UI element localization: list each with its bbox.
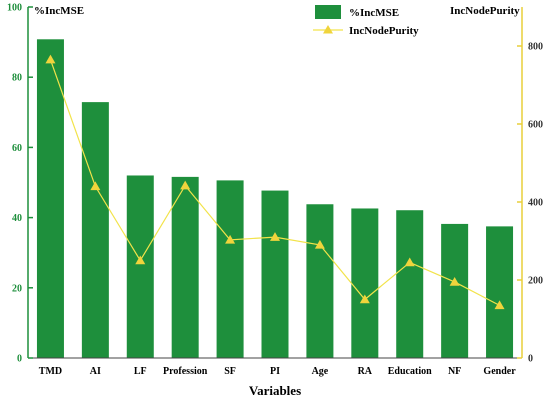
point-gender — [494, 300, 505, 310]
bar-ra — [351, 208, 379, 358]
point-lf — [135, 255, 146, 265]
bar-age — [306, 204, 334, 358]
x-axis-title: Variables — [249, 383, 301, 398]
category-label: RA — [358, 366, 373, 377]
category-label: NF — [448, 366, 461, 377]
point-ra — [359, 294, 370, 304]
category-label: LF — [134, 366, 147, 377]
bar-nf — [441, 223, 469, 358]
bar-profession — [171, 176, 199, 358]
bar-sf — [216, 180, 244, 358]
left-tick-label: 0 — [17, 354, 22, 365]
category-label: SF — [224, 366, 236, 377]
legend: %IncMSE IncNodePurity — [313, 5, 419, 37]
point-pi — [270, 232, 280, 241]
left-axis-title: %IncMSE — [34, 5, 84, 17]
point-age — [314, 239, 325, 249]
axes-layer — [27, 6, 523, 359]
point-tmd — [45, 54, 56, 64]
left-tick-label: 80 — [12, 73, 22, 84]
left-tick-label: 60 — [12, 143, 22, 154]
bar-tmd — [36, 39, 64, 359]
point-nf — [449, 276, 460, 286]
category-label: Education — [388, 366, 432, 377]
right-tick-label: 400 — [528, 198, 543, 209]
point-profession — [180, 180, 191, 190]
bars-layer — [36, 39, 514, 359]
right-tick-label: 800 — [528, 42, 543, 53]
category-label: AI — [90, 366, 101, 377]
bar-pi — [261, 190, 289, 358]
category-label: TMD — [39, 366, 62, 377]
category-label: Gender — [483, 366, 516, 377]
bar-gender — [486, 226, 514, 358]
left-tick-label: 40 — [12, 213, 22, 224]
left-tick-label: 100 — [7, 3, 22, 14]
right-tick-label: 600 — [528, 120, 543, 131]
category-label: Age — [312, 366, 329, 377]
point-ai — [90, 181, 101, 191]
category-label: Profession — [163, 366, 208, 377]
legend-bar-swatch — [315, 5, 341, 19]
labels-layer: 0 20 40 60 80 100 0 200 400 600 800 TMD AI LF Professi… — [7, 3, 543, 399]
legend-triangle-marker — [323, 25, 333, 34]
right-tick-label: 200 — [528, 276, 543, 287]
legend-line-label: IncNodePurity — [349, 25, 419, 37]
bar-ai — [81, 102, 109, 358]
right-axis-title: IncNodePurity — [450, 5, 520, 17]
legend-bar-label: %IncMSE — [349, 7, 399, 19]
point-education — [404, 257, 415, 267]
line-layer — [45, 54, 505, 310]
left-tick-label: 20 — [12, 283, 22, 294]
bar-lf — [126, 175, 154, 358]
bar-education — [396, 210, 424, 358]
point-sf — [225, 234, 236, 244]
right-tick-label: 0 — [528, 354, 533, 365]
category-label: PI — [270, 366, 280, 377]
